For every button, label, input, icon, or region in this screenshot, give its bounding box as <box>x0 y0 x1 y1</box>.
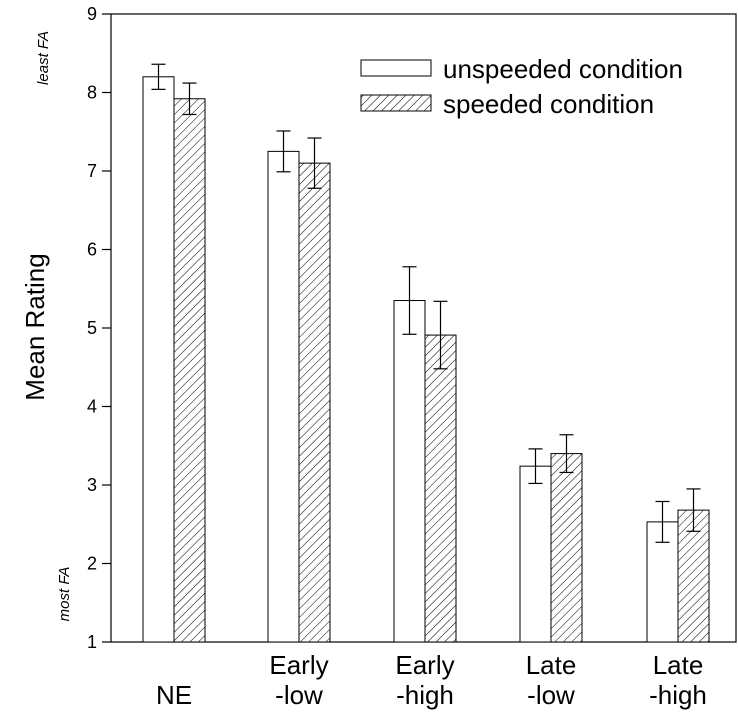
x-category-label: -low <box>527 680 575 710</box>
bar-unspeeded <box>393 300 426 643</box>
y-tick-label: 1 <box>87 632 97 652</box>
y-annotation-bottom: most FA <box>56 567 73 622</box>
y-tick-label: 3 <box>87 475 97 495</box>
bar-speeded <box>550 453 583 643</box>
y-tick-label: 5 <box>87 318 97 338</box>
x-category-label: Late <box>526 650 577 680</box>
bar-speeded <box>424 334 457 643</box>
x-category-label: Early <box>269 650 328 680</box>
legend-swatch-unspeeded <box>360 59 432 77</box>
y-axis-label: Mean Rating <box>20 253 50 400</box>
legend-swatch-speeded <box>360 94 432 112</box>
y-tick-label: 6 <box>87 240 97 260</box>
bar-speeded <box>298 162 331 643</box>
legend-label-unspeeded: unspeeded condition <box>443 54 683 84</box>
y-tick-label: 7 <box>87 161 97 181</box>
y-tick-label: 4 <box>87 397 97 417</box>
y-tick-label: 2 <box>87 554 97 574</box>
bar-unspeeded <box>519 465 552 643</box>
x-category-label: -high <box>396 680 454 710</box>
y-tick-label: 8 <box>87 83 97 103</box>
x-category-label: Early <box>395 650 454 680</box>
bar-speeded <box>173 98 206 643</box>
x-category-label: Late <box>653 650 704 680</box>
legend: unspeeded condition speeded condition <box>360 54 683 119</box>
chart-marks: 123456789NEEarly-lowEarly-highLate-lowLa… <box>87 4 737 710</box>
x-category-label: -low <box>275 680 323 710</box>
bar-unspeeded <box>267 150 300 643</box>
bar-speeded <box>677 509 710 643</box>
legend-label-speeded: speeded condition <box>443 89 654 119</box>
y-annotation-top: least FA <box>35 31 52 85</box>
bar-unspeeded <box>142 76 175 643</box>
x-category-label: -high <box>649 680 707 710</box>
x-category-label: NE <box>156 680 192 710</box>
y-tick-label: 9 <box>87 4 97 24</box>
